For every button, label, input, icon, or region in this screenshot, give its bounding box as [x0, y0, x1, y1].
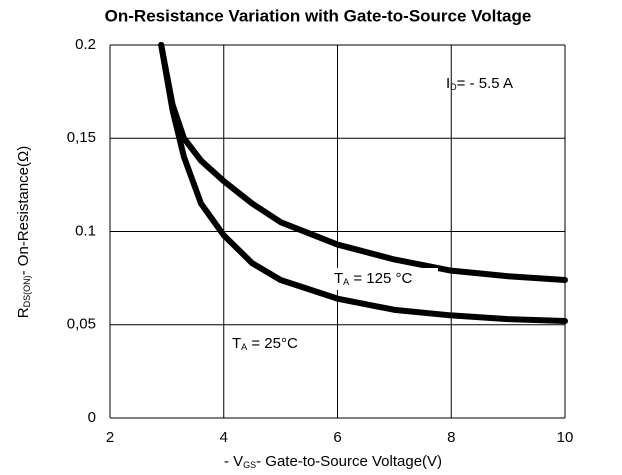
y-axis-label-rest: - On-Resistance(Ω)	[15, 146, 32, 276]
x-axis-label-main: - V	[224, 453, 243, 470]
y-axis-label-sub: DS(ON)	[22, 275, 32, 307]
x-tick-label: 2	[106, 429, 114, 446]
series-label-sub: A	[241, 342, 247, 352]
series-label-rest: = 125 °C	[349, 270, 412, 287]
series-label-main: T	[232, 335, 241, 352]
x-tick-label: 4	[220, 429, 228, 446]
annotation: ID= - 5.5 A	[446, 75, 513, 92]
x-axis-label-rest: - Gate-to-Source Voltage(V)	[256, 453, 442, 470]
series-label: TA = 125 °C	[334, 270, 412, 287]
series-label-rest: = 25°C	[247, 335, 298, 352]
annotation-sub: D	[450, 82, 457, 92]
x-axis-label-sub: GS	[243, 460, 256, 470]
label-bg	[330, 268, 438, 290]
x-tick-label: 8	[447, 429, 455, 446]
annotation-rest: = - 5.5 A	[457, 75, 513, 92]
x-axis-label: - VGS- Gate-to-Source Voltage(V)	[224, 453, 442, 470]
series-label-sub: A	[343, 277, 349, 287]
series-label-main: T	[334, 270, 343, 287]
y-tick-label: 0,15	[67, 129, 96, 146]
series-label: TA = 25°C	[232, 335, 298, 352]
chart-title: On-Resistance Variation with Gate-to-Sou…	[105, 6, 532, 25]
y-tick-label: 0,05	[67, 316, 96, 333]
y-axis-label-main: R	[15, 307, 32, 318]
y-tick-label: 0.2	[75, 36, 96, 53]
data-line	[158, 42, 568, 283]
y-axis-label: RDS(ON)- On-Resistance(Ω)	[15, 146, 32, 318]
data-line	[158, 42, 568, 325]
y-tick-label: 0.1	[75, 222, 96, 239]
x-tick-label: 6	[333, 429, 341, 446]
x-tick-label: 10	[557, 429, 574, 446]
annotation-main: I	[446, 75, 450, 92]
y-tick-label: 0	[88, 409, 96, 426]
